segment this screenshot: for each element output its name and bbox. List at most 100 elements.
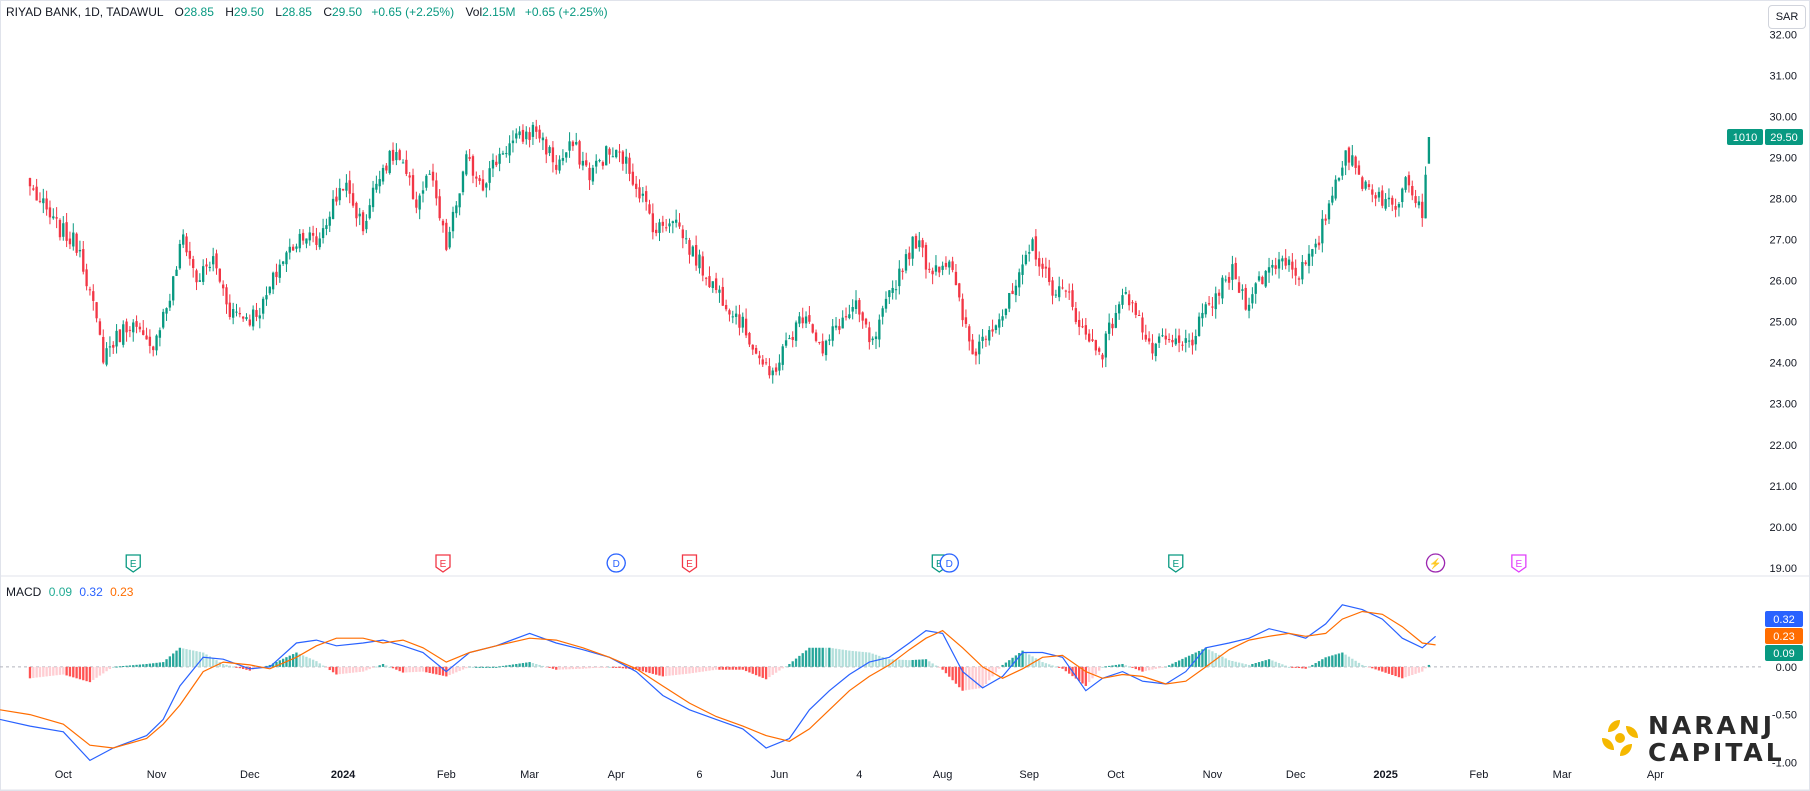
candle-body	[105, 348, 108, 365]
macd-histogram-bar	[448, 666, 451, 676]
candle-body	[62, 223, 65, 237]
candle-body	[1104, 333, 1107, 358]
macd-histogram-bar	[1424, 666, 1427, 669]
candle-body	[425, 175, 428, 188]
event-marker-icon[interactable]	[939, 553, 959, 573]
macd-histogram-bar	[834, 648, 838, 667]
macd-histogram-bar	[45, 666, 48, 677]
candle-body	[928, 268, 931, 270]
price-axis-tick-label: 25.00	[1769, 317, 1797, 329]
histogram-value-badge-text: 0.09	[1773, 648, 1794, 660]
candle-body	[338, 188, 341, 201]
macd-histogram-bar	[298, 653, 301, 667]
macd-histogram-bar	[1008, 660, 1011, 667]
candle-body	[475, 176, 478, 179]
candle-body	[701, 256, 704, 276]
macd-histogram-bar	[471, 666, 475, 668]
high-label: H	[225, 5, 234, 19]
event-marker-icon[interactable]	[606, 553, 626, 573]
macd-histogram-bar	[485, 666, 488, 668]
candle-body	[874, 336, 878, 339]
candle-body	[265, 295, 268, 300]
macd-histogram-bar	[1264, 660, 1267, 667]
candle-body	[331, 198, 335, 219]
candle-body	[378, 179, 381, 187]
macd-histogram-bar	[1197, 650, 1201, 667]
candle-body	[1394, 206, 1397, 210]
macd-histogram-bar	[918, 659, 921, 667]
candle-body	[441, 220, 445, 226]
macd-histogram-bar	[548, 666, 551, 668]
candle-body	[145, 335, 148, 340]
event-marker-icon[interactable]	[125, 554, 141, 573]
candle-body	[301, 232, 305, 241]
macd-histogram-bar	[914, 659, 918, 667]
macd-histogram-bar	[325, 666, 328, 668]
macd-histogram-bar	[1101, 666, 1104, 668]
macd-histogram-bar	[475, 666, 478, 668]
macd-histogram-bar	[671, 666, 674, 676]
macd-histogram-bar	[1417, 666, 1421, 673]
macd-header[interactable]: MACD 0.09 0.32 0.23	[6, 585, 133, 599]
candle-body	[385, 165, 388, 171]
candle-body	[841, 317, 844, 329]
candle-body	[974, 351, 978, 356]
macd-histogram-bar	[365, 666, 368, 671]
macd-histogram-bar	[1018, 653, 1021, 667]
macd-histogram-bar	[72, 666, 75, 678]
macd-histogram-bar	[541, 665, 545, 667]
candle-body	[791, 337, 794, 340]
event-marker-icon[interactable]	[1425, 553, 1446, 573]
macd-histogram-bar	[711, 666, 714, 671]
candle-body	[718, 289, 721, 293]
candle-body	[251, 309, 255, 327]
candle-body	[731, 316, 734, 318]
candle-body	[1058, 286, 1061, 298]
candle-body	[182, 234, 185, 245]
candle-body	[1354, 156, 1357, 168]
macd-histogram-bar	[518, 663, 521, 667]
macd-histogram-bar	[1091, 666, 1094, 679]
macd-histogram-bar	[864, 652, 868, 667]
candle-body	[1314, 243, 1317, 248]
currency-button[interactable]: SAR	[1768, 5, 1806, 29]
candle-body	[128, 329, 132, 331]
event-marker-icon[interactable]	[435, 554, 451, 573]
macd-histogram-bar	[1241, 663, 1244, 667]
event-marker-glyph: ⚡	[1429, 557, 1441, 570]
macd-histogram-bar	[944, 666, 948, 674]
candle-body	[465, 154, 468, 175]
candle-body	[1341, 167, 1344, 176]
candle-body	[518, 131, 521, 136]
event-marker-icon[interactable]	[681, 554, 698, 573]
time-axis-tick-label: Apr	[1647, 769, 1664, 781]
macd-histogram-bar	[128, 665, 132, 667]
macd-histogram-bar	[1124, 665, 1127, 667]
macd-histogram-bar	[321, 665, 325, 667]
candle-body	[1221, 277, 1224, 299]
candle-body	[92, 291, 95, 301]
candle-body	[291, 246, 295, 251]
candle-body	[501, 153, 505, 155]
event-marker-icon[interactable]	[1168, 554, 1184, 573]
symbol-title[interactable]: RIYAD BANK, 1D, TADAWUL	[6, 5, 164, 19]
event-marker-glyph: E	[1172, 559, 1179, 570]
macd-histogram-bar	[455, 666, 458, 673]
macd-histogram-bar	[655, 666, 658, 675]
candle-body	[445, 222, 448, 250]
event-marker-icon[interactable]	[1511, 554, 1527, 573]
candle-body	[78, 249, 82, 252]
macd-histogram-bar	[221, 663, 225, 667]
candle-body	[215, 253, 218, 269]
macd-histogram-bar	[348, 666, 351, 674]
candle-body	[794, 322, 798, 341]
macd-histogram-bar	[1141, 666, 1144, 672]
macd-histogram-bar	[1391, 666, 1394, 675]
macd-histogram-bar	[148, 663, 152, 667]
candle-body	[658, 222, 661, 233]
macd-histogram-bar	[1034, 658, 1038, 667]
macd-histogram-bar	[355, 666, 358, 673]
candle-body	[581, 160, 585, 166]
candle-body	[988, 330, 991, 341]
